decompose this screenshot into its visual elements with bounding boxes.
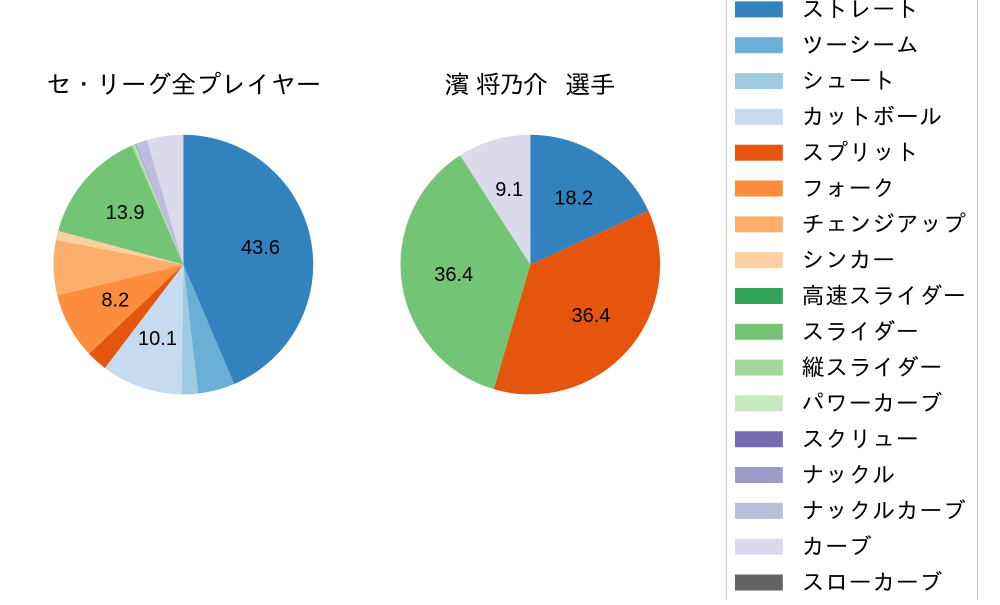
svg-text:36.4: 36.4 <box>434 264 473 286</box>
svg-text:36.4: 36.4 <box>572 305 611 327</box>
svg-text:10.1: 10.1 <box>138 328 177 350</box>
svg-text:8.2: 8.2 <box>101 290 129 312</box>
svg-text:9.1: 9.1 <box>495 179 523 201</box>
svg-text:13.9: 13.9 <box>106 202 145 224</box>
svg-text:43.6: 43.6 <box>241 237 280 259</box>
svg-text:18.2: 18.2 <box>554 188 593 210</box>
